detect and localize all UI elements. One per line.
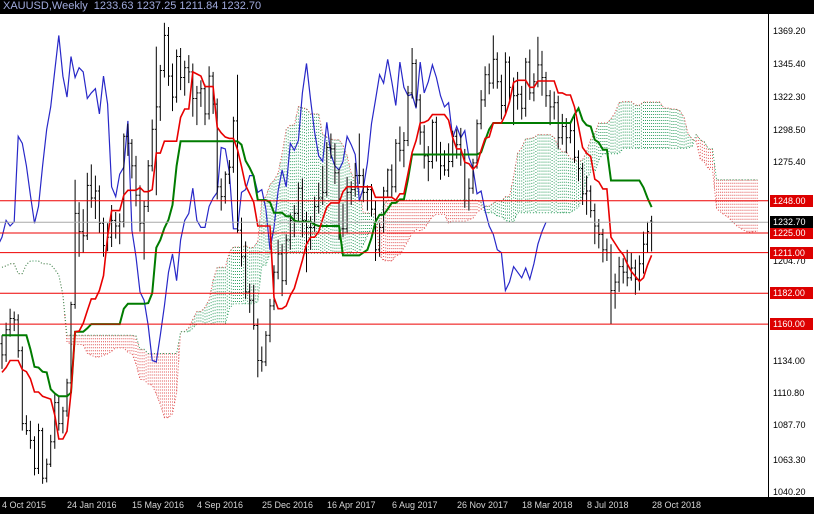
date-tick-label: 4 Oct 2015 xyxy=(2,500,47,510)
price-tick-label: 1298.50 xyxy=(773,125,806,135)
price-axis[interactable]: 1369.20 1345.40 1322.30 1298.50 1275.40 1204.… xyxy=(768,14,814,497)
date-tick-label: 25 Dec 2016 xyxy=(262,500,314,510)
level-price-tag: 1182.00 xyxy=(770,287,813,299)
price-tick-label: 1063.30 xyxy=(773,455,806,465)
price-tick-label: 1087.70 xyxy=(773,420,806,430)
time-axis[interactable]: 4 Oct 2015 24 Jan 2016 15 May 2016 4 Sep 20… xyxy=(0,497,814,514)
date-tick-label: 15 May 2016 xyxy=(132,500,185,510)
ohlc-quote-label: 1233.63 1237.25 1211.84 1232.70 xyxy=(93,0,262,12)
date-tick-label: 8 Jul 2018 xyxy=(587,500,629,510)
date-tick-label: 18 Mar 2018 xyxy=(522,500,573,510)
level-price-tag: 1211.00 xyxy=(770,247,813,259)
ichimoku-tenkan-sen xyxy=(1,70,653,440)
date-tick-label: 6 Aug 2017 xyxy=(392,500,438,510)
price-tick-label: 1322.30 xyxy=(773,92,806,102)
symbol-timeframe-label: XAUUSD,Weekly xyxy=(3,0,88,12)
price-tick-label: 1345.40 xyxy=(773,59,806,69)
price-tick-label: 1040.20 xyxy=(773,487,806,497)
date-tick-label: 4 Sep 2016 xyxy=(197,500,244,510)
price-tick-label: 1134.00 xyxy=(773,356,805,366)
level-price-tag: 1160.00 xyxy=(770,318,813,330)
date-tick-label: 16 Apr 2017 xyxy=(327,500,376,510)
ichimoku-senkou-span-a xyxy=(1,101,758,419)
date-tick-label: 24 Jan 2016 xyxy=(67,500,117,510)
date-tick-label: 28 Oct 2018 xyxy=(652,500,702,510)
date-tick-label: 26 Nov 2017 xyxy=(457,500,509,510)
chart-plot-area[interactable] xyxy=(0,14,768,497)
chart-canvas[interactable] xyxy=(0,14,768,497)
level-price-tag: 1248.00 xyxy=(770,195,813,207)
price-tick-label: 1275.40 xyxy=(773,157,806,167)
ichimoku-chikou-span xyxy=(0,35,547,363)
price-tick-label: 1204.70 xyxy=(773,256,806,266)
level-price-tag: 1225.00 xyxy=(770,227,813,239)
bid-price-tag: 1232.70 xyxy=(770,216,813,228)
chart-title-bar: XAUUSD,Weekly 1233.63 1237.25 1211.84 123… xyxy=(0,0,814,14)
price-tick-label: 1110.80 xyxy=(773,388,805,398)
price-tick-label: 1369.20 xyxy=(773,26,806,36)
